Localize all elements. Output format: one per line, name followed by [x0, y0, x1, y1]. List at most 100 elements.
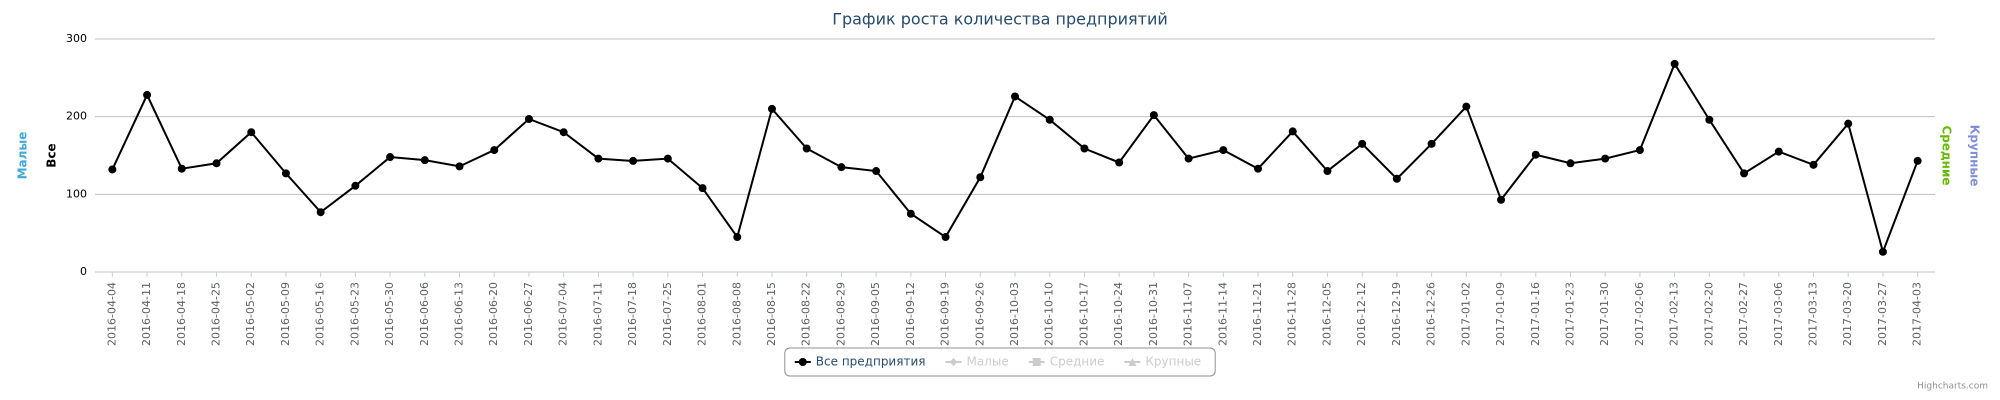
marker	[1358, 139, 1367, 148]
legend-label: Крупные	[1145, 355, 1201, 369]
x-tick-label: 2016-10-10	[1043, 282, 1056, 346]
x-tick-label: 2017-03-27	[1876, 282, 1889, 346]
x-tick-label: 2016-08-29	[834, 282, 847, 346]
marker	[247, 128, 256, 137]
legend-item[interactable]: Малые	[945, 355, 1009, 369]
marker	[698, 184, 707, 193]
legend-box	[784, 347, 1216, 377]
x-tick-label: 2016-11-14	[1216, 282, 1229, 346]
x-tick-label: 2017-02-27	[1737, 282, 1750, 346]
x-tick-label: 2017-01-09	[1494, 282, 1507, 346]
marker	[1462, 102, 1471, 111]
marker	[1128, 358, 1137, 366]
marker	[316, 208, 325, 217]
marker	[1878, 247, 1887, 256]
x-tick-label: 2017-01-23	[1563, 282, 1576, 346]
marker	[941, 233, 950, 242]
x-tick-label: 2016-08-22	[800, 282, 813, 346]
axis-title: Средние	[1940, 125, 1954, 185]
x-tick-label: 2016-09-19	[939, 282, 952, 346]
marker	[1115, 158, 1124, 167]
x-tick-label: 2016-08-08	[730, 282, 743, 346]
marker	[559, 128, 568, 137]
x-tick-label: 2016-04-25	[210, 282, 223, 346]
x-tick-label: 2016-09-12	[904, 282, 917, 346]
y-tick-label: 200	[66, 110, 87, 123]
marker	[1740, 169, 1749, 178]
x-tick-label: 2017-01-02	[1459, 282, 1472, 346]
x-tick-label: 2016-06-27	[522, 282, 535, 346]
legend-item[interactable]: Все предприятия	[794, 355, 926, 369]
axis-title: Крупные	[1968, 125, 1982, 187]
legend-label: Малые	[966, 355, 1008, 369]
x-tick-label: 2016-09-26	[973, 282, 986, 346]
axis-title: Малые	[16, 132, 30, 180]
x-tick-label: 2016-11-21	[1251, 282, 1264, 346]
marker	[490, 146, 499, 155]
x-tick-label: 2017-01-16	[1529, 282, 1542, 346]
x-tick-label: 2016-12-05	[1320, 282, 1333, 346]
marker	[455, 162, 464, 171]
marker	[1254, 164, 1263, 173]
legend: Все предприятия Малые Средние Крупные	[784, 347, 1216, 377]
marker	[1913, 156, 1922, 165]
marker	[351, 181, 360, 190]
x-tick-label: 2016-10-17	[1077, 282, 1090, 346]
marker	[1149, 111, 1158, 120]
marker	[1566, 159, 1575, 168]
x-tick-label: 2016-11-07	[1182, 282, 1195, 346]
marker	[663, 154, 672, 163]
marker	[802, 144, 811, 153]
marker	[420, 156, 429, 165]
x-tick-label: 2016-12-12	[1355, 282, 1368, 346]
x-tick-label: 2016-05-02	[244, 282, 257, 346]
x-tick-label: 2017-03-13	[1806, 282, 1819, 346]
marker	[872, 167, 881, 176]
legend-item[interactable]: Средние	[1028, 355, 1105, 369]
marker	[906, 209, 915, 218]
marker	[1809, 160, 1818, 169]
x-tick-label: 2016-08-01	[696, 282, 709, 346]
x-tick-label: 2017-01-30	[1598, 282, 1611, 346]
x-tick-label: 2016-08-15	[765, 282, 778, 346]
x-tick-label: 2016-10-24	[1112, 282, 1125, 346]
marker	[949, 358, 958, 366]
x-tick-label: 2016-10-31	[1147, 282, 1160, 346]
x-tick-label: 2017-02-20	[1702, 282, 1715, 346]
marker	[837, 163, 846, 172]
x-tick-label: 2017-04-03	[1911, 282, 1924, 346]
marker	[1323, 167, 1332, 176]
x-tick-label: 2017-02-13	[1668, 282, 1681, 346]
marker	[212, 159, 221, 168]
marker	[524, 114, 533, 123]
x-tick-label: 2016-07-25	[661, 282, 674, 346]
marker	[1045, 115, 1054, 124]
x-tick-label: 2016-07-11	[591, 282, 604, 346]
marker	[1032, 358, 1041, 366]
marker	[1670, 59, 1679, 68]
marker	[281, 169, 290, 178]
marker	[594, 154, 603, 163]
marker	[1497, 195, 1506, 204]
marker	[1080, 144, 1089, 153]
marker	[177, 164, 186, 173]
x-tick-label: 2016-11-28	[1286, 282, 1299, 346]
marker	[1427, 139, 1436, 148]
legend-item[interactable]: Крупные	[1124, 355, 1201, 369]
credits[interactable]: Highcharts.com	[1917, 382, 1988, 392]
x-tick-label: 2016-06-13	[453, 282, 466, 346]
marker	[1705, 115, 1714, 124]
marker	[1635, 146, 1644, 155]
marker	[1219, 146, 1228, 155]
x-tick-label: 2016-04-04	[105, 282, 118, 346]
marker	[629, 156, 638, 165]
marker	[143, 90, 152, 99]
x-tick-label: 2016-04-18	[175, 282, 188, 346]
marker	[1011, 92, 1019, 101]
y-tick-label: 300	[66, 32, 87, 45]
marker	[767, 104, 776, 113]
y-tick-label: 100	[66, 187, 87, 200]
marker	[798, 358, 807, 366]
legend-label: Все предприятия	[816, 355, 926, 369]
marker	[1844, 119, 1853, 128]
